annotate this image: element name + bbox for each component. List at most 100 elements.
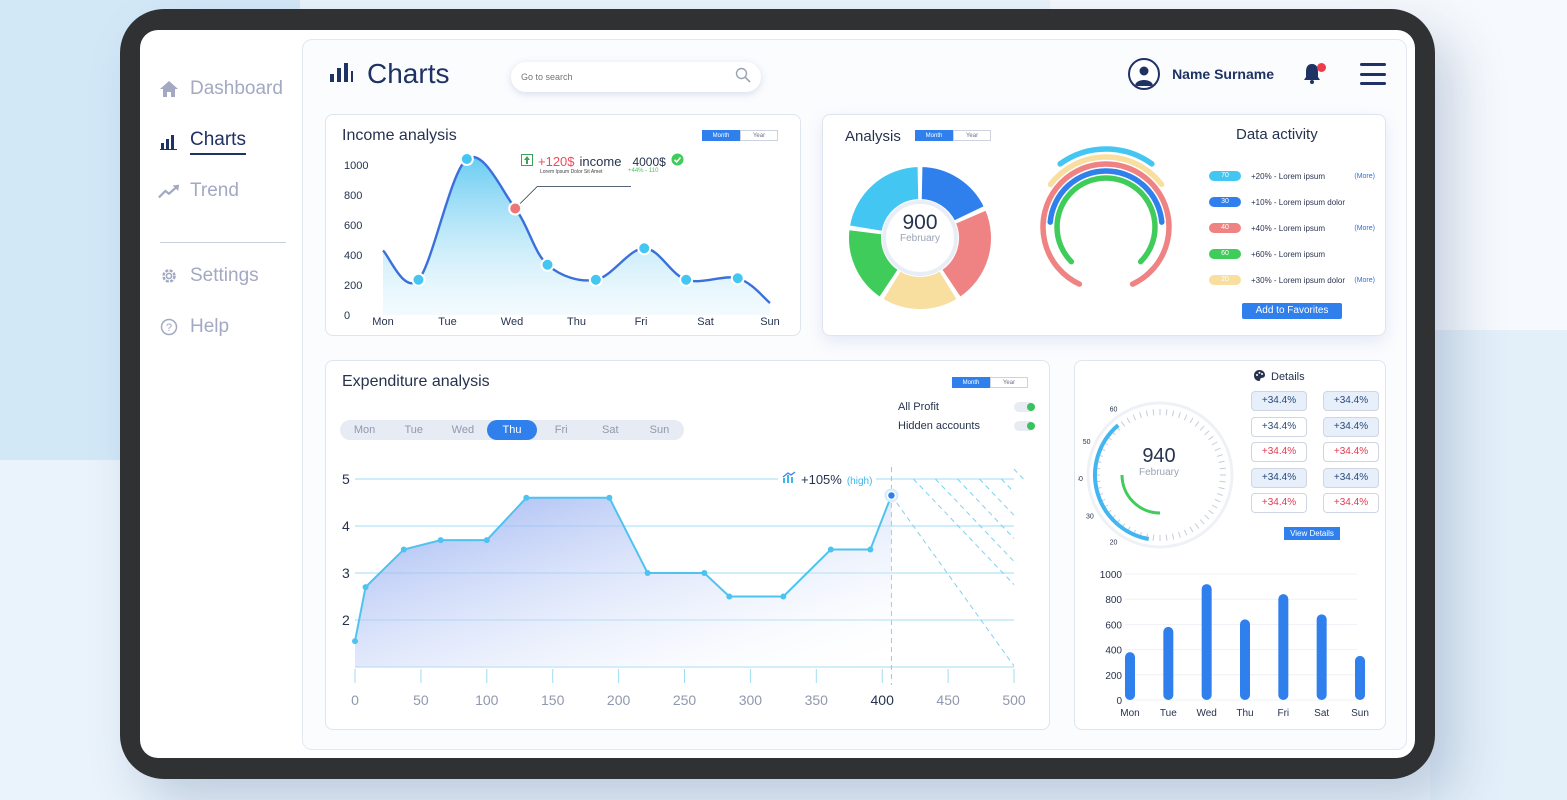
expenditure-point[interactable] bbox=[606, 494, 613, 501]
day-tab-sat[interactable]: Sat bbox=[602, 424, 619, 436]
bar[interactable] bbox=[1355, 655, 1365, 700]
legend-more-link[interactable]: (More) bbox=[1354, 276, 1375, 284]
legend-text: +20% - Lorem ipsum bbox=[1251, 171, 1326, 181]
day-tab-fri[interactable]: Fri bbox=[554, 424, 568, 436]
sidebar-item-help[interactable]: ? Help bbox=[158, 316, 229, 338]
expenditure-point[interactable] bbox=[483, 537, 490, 544]
income-point[interactable] bbox=[540, 257, 555, 272]
detail-chip[interactable]: +34.4% bbox=[1323, 391, 1379, 411]
income-point[interactable] bbox=[508, 201, 523, 216]
toggle-month[interactable]: Month bbox=[952, 377, 990, 388]
bar[interactable] bbox=[1278, 594, 1289, 700]
income-x-tick: Sat bbox=[697, 316, 714, 328]
gauge-arc-blue bbox=[1093, 423, 1150, 541]
expenditure-point[interactable] bbox=[644, 570, 651, 576]
card-title: Income analysis bbox=[342, 127, 457, 144]
user-area: Name Surname bbox=[1128, 58, 1386, 90]
toggle-year[interactable]: Year bbox=[740, 130, 778, 141]
user-name[interactable]: Name Surname bbox=[1172, 66, 1274, 82]
bar[interactable] bbox=[1240, 619, 1250, 700]
gauge-tick bbox=[1145, 410, 1149, 417]
expenditure-analysis-card: Expenditure analysis Month Year Mon Tue We… bbox=[325, 360, 1050, 730]
expenditure-point[interactable] bbox=[780, 593, 787, 600]
day-tab-sun[interactable]: Sun bbox=[649, 424, 670, 436]
expenditure-point[interactable] bbox=[437, 537, 444, 544]
check-icon bbox=[671, 153, 684, 171]
toggle-year[interactable]: Year bbox=[953, 130, 991, 141]
expenditure-point[interactable] bbox=[352, 638, 358, 645]
income-point[interactable] bbox=[588, 272, 603, 287]
bar[interactable] bbox=[1125, 652, 1135, 700]
legend-more-link[interactable]: (More) bbox=[1354, 172, 1375, 180]
detail-chip[interactable]: +34.4% bbox=[1251, 416, 1307, 437]
bar[interactable] bbox=[1163, 626, 1174, 700]
bar[interactable] bbox=[1201, 584, 1212, 700]
detail-chip[interactable]: +34.4% bbox=[1323, 442, 1379, 462]
bar-chart-icon bbox=[329, 61, 353, 88]
activity-ring[interactable] bbox=[1054, 175, 1158, 265]
activity-ring[interactable] bbox=[1047, 168, 1165, 225]
income-point[interactable] bbox=[411, 272, 426, 287]
expenditure-point[interactable] bbox=[726, 593, 733, 600]
detail-chip[interactable]: +34.4% bbox=[1251, 442, 1307, 462]
day-tab-wed[interactable]: Wed bbox=[451, 424, 475, 436]
expenditure-point[interactable] bbox=[701, 570, 708, 576]
expenditure-point[interactable] bbox=[362, 584, 369, 591]
gauge-tick bbox=[1183, 529, 1188, 536]
toggle-year[interactable]: Year bbox=[990, 377, 1028, 388]
details-bar-chart: 0 200 400 600 800 1000 Mon Tue Wed Thu Fri Sat Sun bbox=[1100, 570, 1369, 719]
activity-ring[interactable] bbox=[1047, 154, 1165, 188]
notification-bell-icon[interactable] bbox=[1300, 61, 1326, 87]
bar-x-tick: Mon bbox=[1120, 708, 1139, 719]
detail-chip[interactable]: +34.4% bbox=[1251, 467, 1307, 488]
hatch-line bbox=[957, 478, 1015, 539]
bar[interactable] bbox=[1316, 614, 1327, 700]
expenditure-line bbox=[354, 495, 893, 642]
bar-x-tick: Wed bbox=[1196, 708, 1216, 719]
toggle-month[interactable]: Month bbox=[702, 130, 740, 141]
expenditure-point[interactable] bbox=[523, 494, 530, 501]
expenditure-x-tick: 500 bbox=[1002, 692, 1026, 708]
expenditure-point[interactable] bbox=[867, 546, 874, 553]
detail-chip[interactable]: +34.4% bbox=[1251, 391, 1307, 411]
add-to-favorites-button[interactable]: Add to Favorites bbox=[1242, 303, 1342, 319]
sidebar-item-settings[interactable]: Settings bbox=[158, 265, 259, 287]
detail-chip[interactable]: +34.4% bbox=[1251, 493, 1307, 513]
menu-icon[interactable] bbox=[1360, 63, 1386, 85]
view-details-button[interactable]: View Details bbox=[1284, 527, 1340, 540]
analysis-donut-chart bbox=[847, 164, 993, 311]
detail-chip[interactable]: +34.4% bbox=[1323, 467, 1379, 488]
toggle-month[interactable]: Month bbox=[915, 130, 953, 141]
search-box[interactable] bbox=[511, 62, 761, 92]
expenditure-y-tick: 5 bbox=[342, 471, 350, 487]
detail-chip[interactable]: +34.4% bbox=[1323, 416, 1379, 437]
all-profit-toggle[interactable] bbox=[1014, 402, 1035, 412]
avatar[interactable] bbox=[1128, 58, 1161, 90]
income-point[interactable] bbox=[637, 241, 652, 256]
gauge-tick-label: 30 bbox=[1086, 514, 1094, 521]
activity-ring[interactable] bbox=[1040, 161, 1172, 287]
income-point[interactable] bbox=[459, 152, 474, 166]
sidebar-item-dashboard[interactable]: Dashboard bbox=[158, 78, 283, 100]
income-point[interactable] bbox=[730, 271, 745, 286]
search-input[interactable] bbox=[521, 72, 735, 82]
expenditure-point[interactable] bbox=[886, 490, 897, 501]
legend-pill: 40 bbox=[1209, 223, 1241, 233]
legend-more-link[interactable]: (More) bbox=[1354, 224, 1375, 232]
sidebar-item-charts[interactable]: Charts bbox=[158, 129, 246, 155]
activity-ring[interactable] bbox=[1057, 146, 1155, 167]
day-tab-thu[interactable]: Thu bbox=[487, 420, 537, 440]
detail-chip[interactable]: +34.4% bbox=[1323, 493, 1379, 513]
expenditure-callout-value: +105% bbox=[801, 472, 842, 487]
gauge-tick bbox=[1183, 414, 1188, 421]
hatch-line bbox=[1013, 468, 1024, 480]
expenditure-point[interactable] bbox=[827, 546, 834, 553]
day-tab-tue[interactable]: Tue bbox=[404, 424, 423, 436]
income-point[interactable] bbox=[679, 272, 694, 287]
sidebar-item-trend[interactable]: Trend bbox=[158, 180, 239, 202]
search-icon[interactable] bbox=[735, 67, 751, 88]
hidden-accounts-toggle[interactable] bbox=[1014, 421, 1035, 431]
day-tab-mon[interactable]: Mon bbox=[353, 424, 376, 436]
expenditure-point[interactable] bbox=[400, 546, 407, 553]
